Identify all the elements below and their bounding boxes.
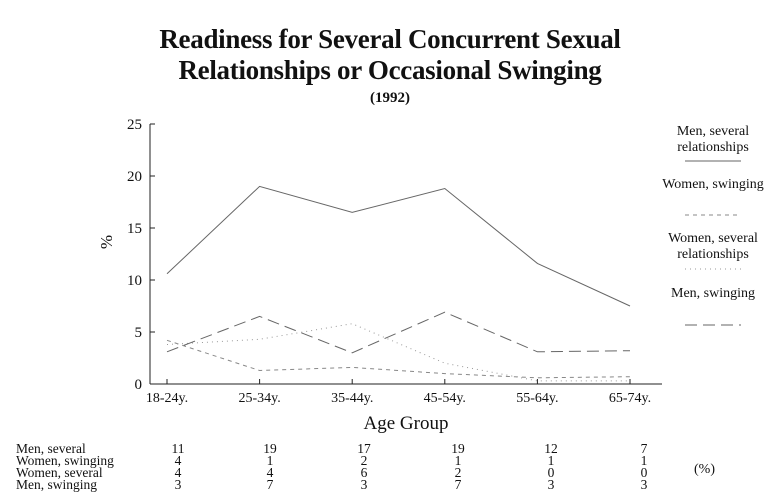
table-cell: 7 (454, 477, 462, 492)
legend-label: relationships (677, 247, 749, 262)
table-cell: 1 (640, 453, 648, 468)
table-unit: (%) (694, 462, 715, 477)
table-cell: 11 (171, 441, 185, 456)
series-line-women-swinging (166, 339, 631, 379)
legend-swatch-men-several (685, 160, 741, 162)
table-cell: 19 (451, 441, 465, 456)
table-cell: 19 (263, 441, 277, 456)
legend-entry-men-several: Men, several relationships (648, 124, 778, 156)
legend-swatch-women-swinging (685, 214, 741, 216)
table-cell: 7 (640, 441, 648, 456)
x-tick-label: 18-24y. (146, 391, 188, 406)
y-axis-label: % (97, 235, 116, 249)
table-cell: 1 (547, 453, 555, 468)
table-cell: 1 (454, 453, 462, 468)
y-tick-label: 5 (135, 325, 143, 341)
chart-title: Readiness for Several Concurrent Sexual (159, 24, 621, 54)
legend-label: Women, swinging (662, 177, 764, 192)
x-tick-label: 45-54y. (424, 391, 466, 406)
table-cell: 2 (360, 453, 368, 468)
x-axis-label: Age Group (364, 413, 449, 434)
series-line-men-several-relationships (166, 185, 631, 307)
legend-label: Men, several (676, 124, 750, 139)
table-cell: 0 (640, 465, 648, 480)
table-cell: 4 (174, 465, 182, 480)
x-tick-label: 55-64y. (516, 391, 558, 406)
table-cell: 17 (357, 441, 371, 456)
legend-label: Women, several (668, 231, 758, 246)
table-cell: 1 (266, 453, 274, 468)
series-line-women-several-relationships (166, 323, 630, 382)
series-line-men-swinging (166, 311, 631, 354)
legend-entry-women-several: Women, several relationships (648, 231, 778, 263)
table-cell: 0 (547, 465, 555, 480)
table-row-label: Men, several (16, 441, 86, 456)
x-tick-label: 35-44y. (331, 391, 373, 406)
table-cell: 3 (547, 477, 555, 492)
x-tick-label: 65-74y. (609, 391, 651, 406)
chart-title-line2: Relationships or Occasional Swinging (178, 55, 602, 85)
legend-label: Men, swinging (671, 286, 755, 301)
legend-entry-men-swinging: Men, swinging (648, 286, 778, 302)
table-row-label: Women, swinging (16, 453, 114, 468)
y-tick-label: 0 (135, 377, 143, 393)
table-cell: 3 (360, 477, 368, 492)
table-cell: 12 (544, 441, 558, 456)
x-tick-label: 25-34y. (238, 391, 280, 406)
table-cell: 3 (174, 477, 182, 492)
table-cell: 7 (266, 477, 274, 492)
table-cell: 4 (174, 453, 182, 468)
table-cell: 4 (266, 465, 274, 480)
table-cell: 3 (640, 477, 648, 492)
table-row-label: Women, several (16, 465, 103, 480)
table-cell: 6 (360, 465, 368, 480)
legend-swatch-men-swinging (685, 324, 741, 326)
table-row-label: Men, swinging (16, 477, 97, 492)
y-tick-label: 20 (127, 169, 142, 185)
y-tick-label: 15 (127, 221, 142, 237)
y-tick-label: 25 (127, 117, 142, 133)
chart-subtitle: (1992) (370, 90, 410, 106)
y-tick-label: 10 (127, 273, 142, 289)
legend-entry-women-swinging: Women, swinging (648, 177, 778, 193)
legend-swatch-women-several (685, 268, 741, 270)
legend-label: relationships (677, 140, 749, 155)
table-cell: 2 (454, 465, 462, 480)
